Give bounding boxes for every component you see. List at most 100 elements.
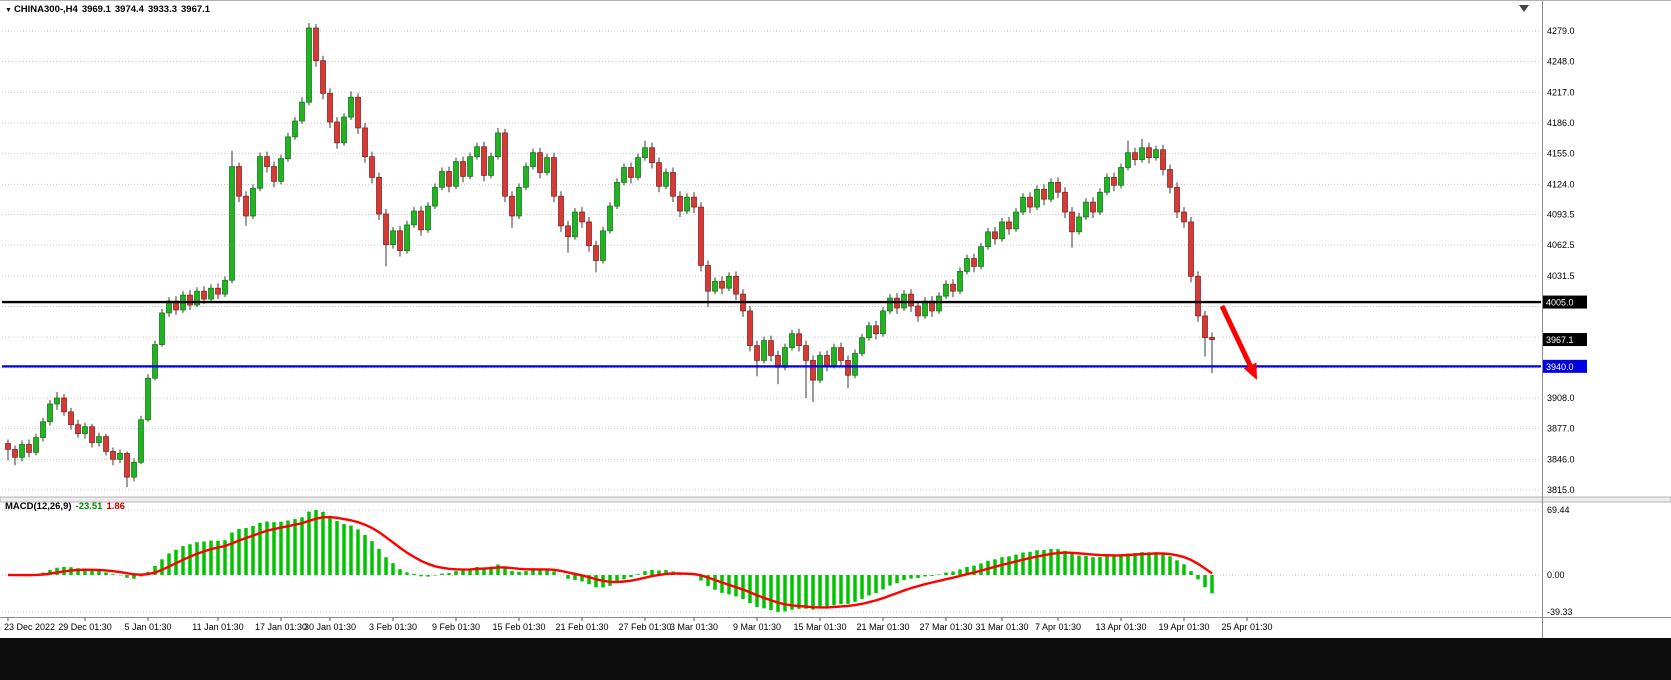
candle-down <box>1062 191 1068 213</box>
candle-up <box>131 461 137 478</box>
arrow-shaft[interactable] <box>1219 304 1253 367</box>
candle-down <box>1069 211 1075 233</box>
candle-up <box>1013 211 1019 230</box>
candle-down <box>124 453 130 478</box>
date-label: 17 Jan 01:30 <box>255 622 307 632</box>
candle-down <box>824 355 830 366</box>
candle-up <box>257 156 263 189</box>
macd-signal-value: 1.86 <box>106 501 125 512</box>
candle-up <box>432 186 438 207</box>
candle-down <box>1181 211 1187 223</box>
candle-down <box>236 166 242 197</box>
quote-high: 3974.4 <box>114 4 144 15</box>
candle-down <box>796 333 802 346</box>
candle-down <box>369 156 375 178</box>
candle-down <box>551 157 557 197</box>
candle-down <box>502 132 508 197</box>
candle-up <box>978 246 984 267</box>
candle-down <box>243 195 249 217</box>
price-scale[interactable]: 4279.0 4248.0 4217.0 4186.0 4155.0 4124.0 4093… <box>1543 26 1587 617</box>
candle-down <box>908 293 914 307</box>
candle-down <box>460 161 466 177</box>
candle-up <box>306 27 312 103</box>
candle-up <box>859 337 865 354</box>
candle-up <box>82 426 88 434</box>
price-tick-label: 3877.0 <box>1547 424 1575 434</box>
candle-up <box>936 295 942 312</box>
chart-shift-marker-icon[interactable] <box>1519 5 1529 12</box>
price-tick-label: 3846.0 <box>1547 454 1575 464</box>
candle-down <box>12 449 18 458</box>
candle-up <box>852 353 858 376</box>
candle-down <box>1055 181 1061 193</box>
candle-up <box>488 156 494 176</box>
candle-down <box>89 426 95 443</box>
candle-up <box>663 172 669 187</box>
annotations[interactable] <box>1219 5 1529 380</box>
candle-up <box>390 230 396 246</box>
candle-down <box>446 171 452 187</box>
candle-up <box>1020 196 1026 213</box>
price-tick-label: 4155.0 <box>1547 149 1575 159</box>
candle-down <box>215 287 221 295</box>
candle-up <box>229 166 235 281</box>
candle-down <box>1132 152 1138 160</box>
price-tick-label: 4248.0 <box>1547 57 1575 67</box>
macd-panel <box>7 510 1214 612</box>
candle-up <box>635 157 641 178</box>
time-axis[interactable]: 23 Dec 2022 29 Dec 01:30 5 Jan 01:30 11 Jan… <box>0 617 1671 633</box>
date-label: 7 Apr 01:30 <box>1035 622 1081 632</box>
candle-up <box>964 258 970 272</box>
candle-up <box>1153 149 1159 158</box>
macd-tick-label: 69.44 <box>1547 505 1570 515</box>
candle-down <box>481 146 487 176</box>
candle-up <box>572 211 578 238</box>
quote-header: ▼ CHINA300-,H4 3969.1 3974.4 3933.3 3967.1 <box>5 4 214 15</box>
candle-down <box>649 147 655 163</box>
candle-up <box>831 347 837 366</box>
candle-up <box>145 377 151 421</box>
price-tick-label: 4093.5 <box>1547 210 1575 220</box>
candle-up <box>1083 201 1089 218</box>
bottom-bar <box>0 638 1671 680</box>
horizontal-lines[interactable] <box>2 300 1541 368</box>
down-arrow-annotation[interactable] <box>1243 362 1257 380</box>
candle-up <box>159 312 165 345</box>
candle-up <box>250 187 256 217</box>
candle-up <box>516 186 522 217</box>
candle-up <box>922 300 928 317</box>
macd-indicator-label: MACD(12,26,9) -23.51 1.86 <box>5 501 129 512</box>
candle-up <box>467 156 473 177</box>
candle-down <box>803 345 809 361</box>
candle-up <box>474 146 480 158</box>
candle-down <box>110 451 116 460</box>
candle-down <box>565 225 571 238</box>
candle-down <box>579 211 585 223</box>
date-label: 15 Feb 01:30 <box>492 622 545 632</box>
symbol-marker-icon: ▼ <box>5 7 12 14</box>
candle-up <box>453 161 459 187</box>
candle-up <box>40 421 46 438</box>
candle-up <box>761 340 767 361</box>
candle-down <box>810 360 816 381</box>
date-label: 29 Dec 01:30 <box>58 622 112 632</box>
candle-down <box>397 230 403 251</box>
date-label: 30 Jan 01:30 <box>304 622 356 632</box>
macd-tick-label: 0.00 <box>1547 570 1565 580</box>
candle-up <box>866 325 872 339</box>
candle-up <box>404 224 410 251</box>
candle-up <box>614 181 620 207</box>
candle-down <box>670 172 676 197</box>
candle-down <box>1167 169 1173 188</box>
quote-close: 3967.1 <box>181 4 211 15</box>
candle-down <box>68 411 74 426</box>
candle-up <box>782 347 788 368</box>
candle-down <box>768 340 774 356</box>
candle-up <box>299 101 305 122</box>
price-tick-label: 3908.0 <box>1547 393 1575 403</box>
panel-splitter[interactable] <box>0 496 1671 503</box>
candle-down <box>187 294 193 306</box>
candle-down <box>1160 149 1166 170</box>
